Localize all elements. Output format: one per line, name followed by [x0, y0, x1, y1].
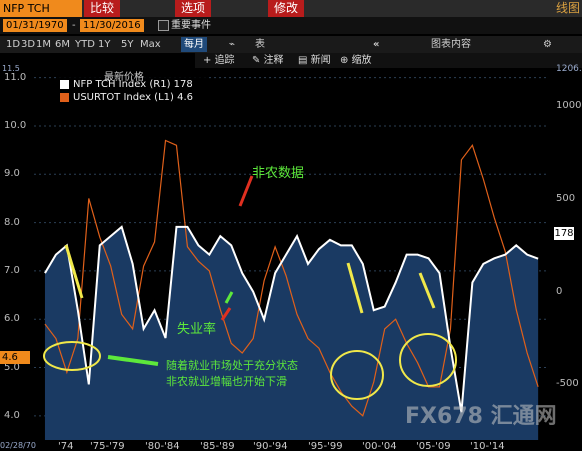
green-arrow: [107, 355, 159, 366]
left-tick-label: 9.0: [4, 168, 20, 180]
menu-modify-label: 修改: [274, 1, 299, 15]
range-1d[interactable]: 1D: [6, 39, 21, 50]
highlight-ellipse: [43, 341, 101, 371]
right-tick-label: 0: [556, 285, 563, 297]
left-top-tag: 11.5: [2, 64, 20, 73]
options-menu-button[interactable]: 选项: [175, 0, 212, 17]
date-separator: -: [72, 20, 76, 31]
legend-nfp-name: NFP TCH Index (R1): [73, 79, 171, 90]
x-tick-label: '74: [58, 441, 74, 451]
range-1y[interactable]: 1Y: [98, 39, 111, 50]
tool-annotate[interactable]: ✎ 注释: [252, 55, 284, 66]
modify-menu-button[interactable]: 修改: [268, 0, 305, 17]
range-ytd[interactable]: YTD: [75, 39, 95, 50]
nfp-area: [44, 226, 539, 440]
x-tick-label: '00-'04: [362, 441, 397, 451]
x-tick-label: '80-'84: [145, 441, 180, 451]
legend-item-nfp: NFP TCH Index (R1) 178: [60, 79, 193, 90]
yellow-arrow: [418, 272, 436, 309]
legend: [57, 68, 207, 108]
unemp-annotation: 失业率: [177, 322, 217, 337]
tool-zoom[interactable]: ⊕ 缩放: [340, 55, 372, 66]
nfp-annotation: 非农数据: [252, 166, 305, 181]
event-label: 重要事件: [171, 20, 211, 31]
collapse-icon[interactable]: «: [373, 39, 380, 50]
range-5y[interactable]: 5Y: [121, 39, 134, 50]
red-arrow: [238, 175, 254, 207]
x-tick-label: '05-'09: [416, 441, 451, 451]
legend-unemp-name: USURTOT Index (L1): [73, 92, 174, 103]
yellow-arrow: [346, 262, 364, 314]
menu-options-label: 选项: [181, 1, 206, 15]
legend-item-unemp: USURTOT Index (L1) 4.6: [60, 92, 193, 103]
right-top-tag: 1206.83: [556, 64, 582, 74]
unemp-swatch: [60, 92, 69, 102]
range-3d[interactable]: 3D: [21, 39, 36, 50]
event-checkbox[interactable]: [158, 20, 169, 31]
end-date-field[interactable]: 11/30/2016: [80, 19, 144, 32]
x-tick-label: '75-'79: [90, 441, 125, 451]
left-tick-label: 6.0: [4, 313, 20, 325]
legend-header: 最新价格: [104, 72, 144, 83]
period-select[interactable]: 每月: [181, 37, 207, 52]
date-bar: [0, 17, 582, 34]
nfp-last-value-tag: 178: [554, 227, 574, 240]
range-6m[interactable]: 6M: [55, 39, 70, 50]
right-tick-label: -500: [556, 378, 579, 390]
unemp-line: [44, 139, 539, 417]
date-stamp: 02/28/70: [0, 441, 36, 450]
yellow-arrow: [64, 244, 84, 299]
right-tick-label: 1000: [556, 100, 582, 112]
left-tick-label: 11.0: [4, 71, 27, 83]
highlight-ellipse: [399, 333, 457, 387]
nfp-line: [44, 225, 539, 413]
left-tick-label: 8.0: [4, 216, 20, 228]
tool-news-label: 新闻: [310, 55, 331, 66]
left-tick-label: 5.0: [4, 361, 20, 373]
left-tick-label: 4.0: [4, 409, 20, 421]
unemp-last-value-tag: 4.6: [0, 351, 30, 364]
tool-bar: [195, 53, 582, 68]
left-tick-label: 10.0: [4, 119, 27, 131]
tool-track[interactable]: + 追踪: [203, 55, 235, 66]
note-line1: 随着就业市场处于充分状态: [166, 359, 298, 372]
range-bar: [0, 36, 582, 53]
note-line2: 非农就业增幅也开始下滑: [166, 375, 287, 388]
watermark: FX678 汇通网: [405, 404, 557, 429]
range-max[interactable]: Max: [140, 39, 161, 50]
x-tick-label: '10-'14: [470, 441, 505, 451]
tool-annotate-label: 注释: [263, 55, 284, 66]
left-tick-label: 7.0: [4, 264, 20, 276]
line-chart-icon[interactable]: ⌁: [229, 39, 236, 50]
red-arrow-small: [220, 307, 232, 321]
x-tick-label: '85-'89: [200, 441, 235, 451]
table-button[interactable]: 表: [255, 39, 265, 50]
chart-type-label[interactable]: 线图: [555, 1, 580, 15]
start-date-field[interactable]: 01/31/1970: [3, 19, 67, 32]
note-annotation: 随着就业市场处于充分状态 非农就业增幅也开始下滑: [166, 358, 298, 390]
x-tick-label: '95-'99: [308, 441, 343, 451]
highlight-ellipse: [330, 350, 384, 400]
x-tick-label: '90-'94: [253, 441, 288, 451]
right-tick-label: 500: [556, 193, 576, 205]
gear-icon[interactable]: ⚙: [543, 39, 552, 50]
legend-unemp-value: 4.6: [177, 92, 194, 103]
green-arrow-small: [224, 291, 234, 304]
tool-news[interactable]: ▤ 新闻: [298, 55, 331, 66]
chart-content-button[interactable]: 图表内容: [431, 39, 471, 50]
tool-zoom-label: 缩放: [351, 55, 372, 66]
menu-compare-label: 比较: [90, 1, 115, 15]
legend-nfp-value: 178: [173, 79, 193, 90]
nfp-swatch: [60, 79, 69, 89]
chart-plot: [34, 77, 548, 440]
compare-menu-button[interactable]: 比较: [84, 0, 121, 17]
range-1m[interactable]: 1M: [36, 39, 51, 50]
tool-track-label: 追踪: [214, 55, 235, 66]
ticker-field[interactable]: NFP TCH Index: [0, 0, 82, 32]
